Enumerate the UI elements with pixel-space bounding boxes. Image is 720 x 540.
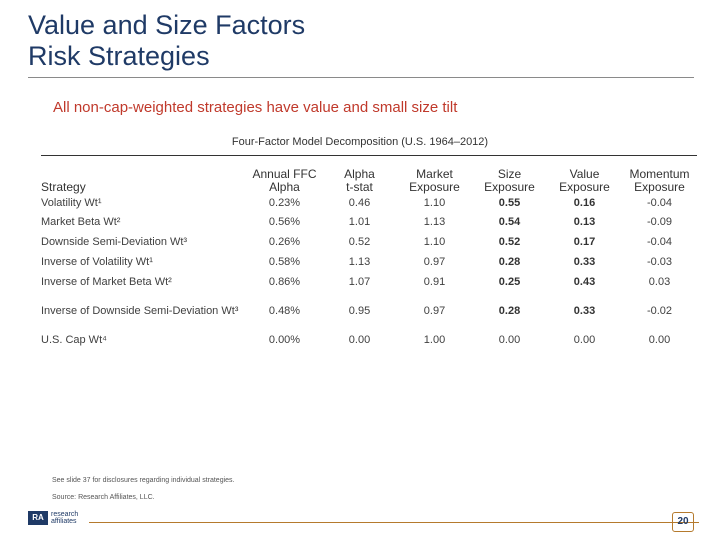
strategy-name: Inverse of Downside Semi-Deviation Wt³ — [41, 305, 239, 317]
slide-subtitle: All non-cap-weighted strategies have val… — [53, 99, 458, 116]
cell-alpha: 0.56% — [268, 216, 301, 228]
cell-size: 0.25 — [498, 276, 521, 288]
cell-momentum: -0.04 — [646, 197, 673, 209]
cell-tstat: 0.46 — [348, 197, 371, 209]
table-header-row: Strategy Annual FFC Alpha Alpha t-stat Mar… — [41, 168, 697, 194]
slide-title-line2: Risk Strategies — [28, 41, 210, 71]
cell-value: 0.43 — [573, 276, 596, 288]
logo-mark: RA — [28, 511, 48, 525]
logo-text-line2: affiliates — [51, 518, 77, 525]
cell-value: 0.00 — [573, 334, 596, 346]
table-top-rule — [41, 155, 697, 156]
company-logo: RA research affiliates — [28, 511, 78, 525]
page-number: 20 — [672, 512, 694, 532]
cell-momentum: 0.03 — [648, 276, 671, 288]
cell-alpha: 0.26% — [268, 236, 301, 248]
table-title: Four-Factor Model Decomposition (U.S. 19… — [231, 136, 489, 148]
column-header-momentum: Momentum Exposure — [629, 167, 690, 194]
cell-momentum: -0.04 — [646, 236, 673, 248]
cell-size: 0.54 — [498, 216, 521, 228]
table-row: Downside Semi-Deviation Wt³ 0.26% 0.52 1.10… — [41, 232, 697, 252]
cell-momentum: -0.09 — [646, 216, 673, 228]
cell-alpha: 0.58% — [268, 256, 301, 268]
cell-momentum: -0.02 — [646, 305, 673, 317]
cell-value: 0.13 — [573, 216, 596, 228]
column-header-size: Size Exposure — [484, 167, 535, 194]
cell-tstat: 1.07 — [348, 276, 371, 288]
cell-size: 0.28 — [498, 256, 521, 268]
cell-market: 0.97 — [423, 256, 446, 268]
table-row: Inverse of Downside Semi-Deviation Wt³ 0.… — [41, 292, 697, 330]
strategy-name: Market Beta Wt² — [41, 216, 121, 228]
cell-size: 0.00 — [498, 334, 521, 346]
column-header-alpha: Annual FFC Alpha — [252, 167, 317, 194]
cell-market: 1.10 — [423, 236, 446, 248]
cell-value: 0.16 — [573, 197, 596, 209]
cell-market: 1.13 — [423, 216, 446, 228]
table-row: Inverse of Market Beta Wt² 0.86% 1.07 0.91 0… — [41, 272, 697, 292]
cell-tstat: 0.95 — [348, 305, 371, 317]
column-header-market: Market Exposure — [409, 167, 460, 194]
footer-rule — [89, 522, 699, 523]
factor-table: Strategy Annual FFC Alpha Alpha t-stat Mar… — [41, 168, 697, 350]
strategy-name: Inverse of Volatility Wt¹ — [41, 256, 153, 268]
table-row: Inverse of Volatility Wt¹ 0.58% 1.13 0.97 0.… — [41, 252, 697, 272]
cell-tstat: 0.52 — [348, 236, 371, 248]
cell-tstat: 1.13 — [348, 256, 371, 268]
cell-market: 1.10 — [423, 197, 446, 209]
table-row: U.S. Cap Wt⁴ 0.00% 0.00 1.00 0.00 0.00 0.00 — [41, 330, 697, 350]
table-row: Market Beta Wt² 0.56% 1.01 1.13 0.54 0.13 -0.0… — [41, 212, 697, 232]
cell-market: 1.00 — [423, 334, 446, 346]
cell-value: 0.17 — [573, 236, 596, 248]
disclosure-note: See slide 37 for disclosures regarding i… — [52, 477, 235, 484]
cell-market: 0.97 — [423, 305, 446, 317]
cell-momentum: -0.03 — [646, 256, 673, 268]
cell-momentum: 0.00 — [648, 334, 671, 346]
cell-tstat: 1.01 — [348, 216, 371, 228]
column-header-strategy: Strategy — [41, 180, 86, 194]
strategy-name: U.S. Cap Wt⁴ — [41, 334, 107, 346]
cell-size: 0.52 — [498, 236, 521, 248]
slide-title: Value and Size Factors Risk Strategies — [28, 10, 305, 72]
column-header-value: Value Exposure — [559, 167, 610, 194]
cell-alpha: 0.00% — [268, 334, 301, 346]
logo-text-line1: research — [51, 511, 79, 518]
strategy-name: Volatility Wt¹ — [41, 197, 102, 209]
title-divider — [28, 77, 694, 78]
table-row: Volatility Wt¹ 0.23% 0.46 1.10 0.55 0.16 -0.04 — [41, 194, 697, 212]
cell-value: 0.33 — [573, 305, 596, 317]
cell-alpha: 0.48% — [268, 305, 301, 317]
cell-alpha: 0.23% — [268, 197, 301, 209]
cell-market: 0.91 — [423, 276, 446, 288]
cell-size: 0.55 — [498, 197, 521, 209]
source-note: Source: Research Affiliates, LLC. — [52, 494, 155, 501]
cell-size: 0.28 — [498, 305, 521, 317]
cell-alpha: 0.86% — [268, 276, 301, 288]
cell-value: 0.33 — [573, 256, 596, 268]
strategy-name: Downside Semi-Deviation Wt³ — [41, 236, 188, 248]
column-header-tstat: Alpha t-stat — [344, 167, 375, 194]
slide-title-line1: Value and Size Factors — [28, 10, 306, 40]
cell-tstat: 0.00 — [348, 334, 371, 346]
strategy-name: Inverse of Market Beta Wt² — [41, 276, 172, 288]
